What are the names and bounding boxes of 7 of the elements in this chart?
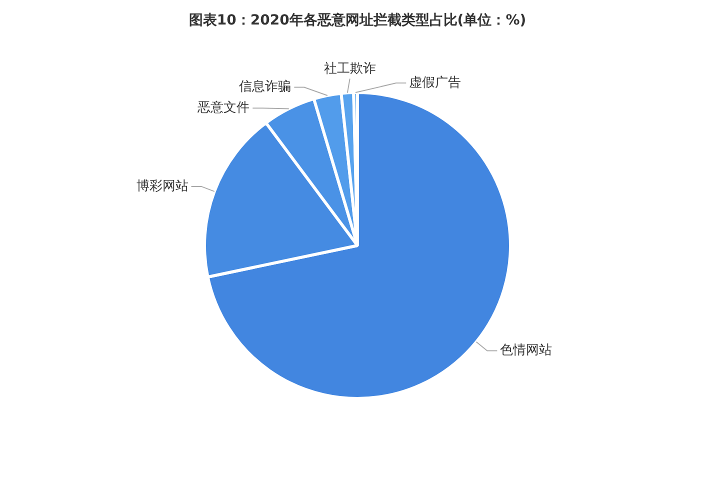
slice-label: 色情网站 bbox=[500, 343, 552, 358]
slice-label: 虚假广告 bbox=[409, 76, 462, 91]
chart-title: 图表10：2020年各恶意网址拦截类型占比(单位：%) bbox=[188, 12, 526, 28]
slice-label: 博彩网站 bbox=[136, 178, 188, 194]
slice-label: 信息诈骗 bbox=[239, 80, 292, 95]
slice-label: 恶意文件 bbox=[196, 100, 250, 116]
slice-label: 社工欺诈 bbox=[324, 62, 376, 77]
